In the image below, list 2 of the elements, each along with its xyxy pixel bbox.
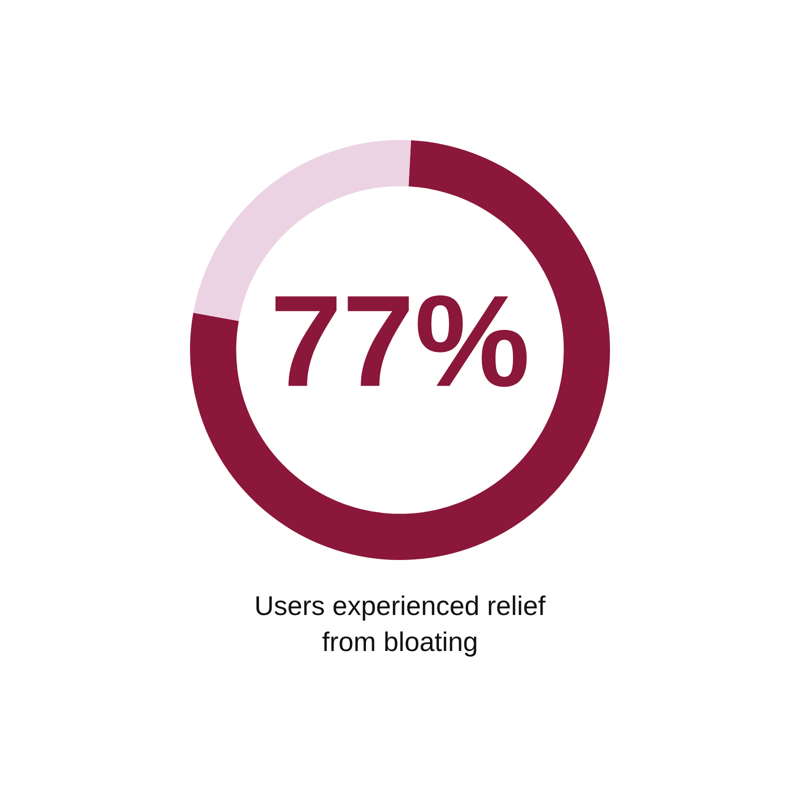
text: Users experienced relief from bloating	[253, 590, 547, 659]
data-label: 77%	[270, 268, 530, 414]
